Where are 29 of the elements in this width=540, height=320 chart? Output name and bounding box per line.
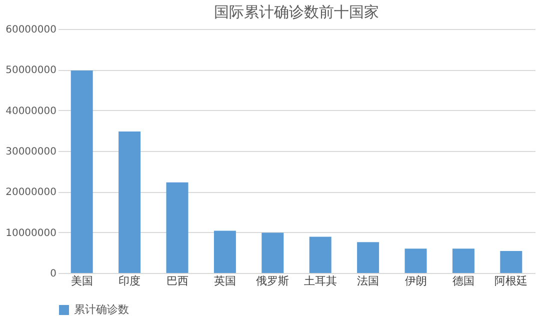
x-tick-label: 伊朗 (404, 274, 427, 288)
x-tick-label: 土耳其 (304, 274, 337, 288)
y-tick-label: 10000000 (6, 228, 56, 239)
x-tick-label: 美国 (70, 274, 93, 288)
x-tick-label: 印度 (118, 274, 141, 288)
bar (214, 230, 236, 273)
bar (70, 70, 93, 273)
y-tick-label: 20000000 (6, 187, 56, 198)
y-tick-label: 40000000 (6, 106, 56, 117)
x-tick-label: 俄罗斯 (256, 274, 290, 288)
bar (309, 236, 332, 273)
bar (118, 131, 141, 273)
x-tick-label: 德国 (452, 274, 474, 288)
legend-label: 累计确诊数 (74, 303, 129, 316)
bar (166, 182, 188, 273)
bar (500, 251, 522, 273)
x-tick-label: 巴西 (166, 274, 188, 288)
x-tick-label: 阿根廷 (494, 274, 528, 288)
chart-title: 国际累计确诊数前十国家 (214, 3, 379, 21)
bar (404, 248, 427, 273)
bar (452, 248, 474, 273)
x-tick-label: 法国 (357, 274, 380, 288)
x-tick-label: 英国 (214, 274, 236, 288)
bar (262, 232, 284, 273)
y-tick-label: 30000000 (6, 146, 56, 158)
y-tick-label: 50000000 (6, 65, 56, 76)
y-tick-label: 0 (50, 268, 56, 280)
bar (357, 242, 380, 273)
y-tick-label: 60000000 (6, 24, 56, 36)
